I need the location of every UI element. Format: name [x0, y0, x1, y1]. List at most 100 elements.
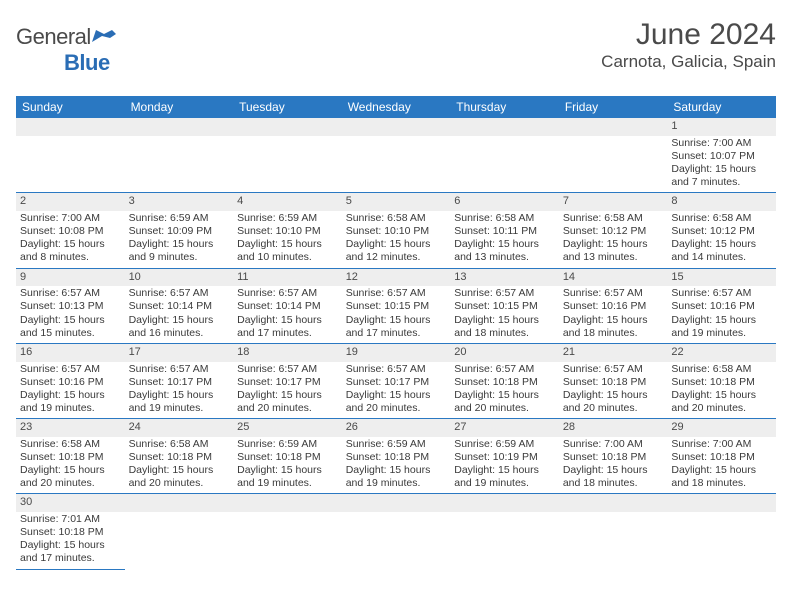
day-cell-data: Sunrise: 6:58 AMSunset: 10:18 PMDaylight… — [16, 437, 125, 494]
sunrise-text: Sunrise: 6:58 AM — [671, 212, 772, 225]
day-cell-num: 13 — [450, 268, 559, 286]
day-data — [125, 512, 234, 529]
day-data: Sunrise: 6:57 AMSunset: 10:15 PMDaylight… — [342, 286, 451, 343]
day-data: Sunrise: 6:59 AMSunset: 10:18 PMDaylight… — [342, 437, 451, 494]
day-cell-data: Sunrise: 6:57 AMSunset: 10:18 PMDaylight… — [559, 362, 668, 419]
day-cell-data: Sunrise: 6:57 AMSunset: 10:13 PMDaylight… — [16, 286, 125, 343]
sunset-text: Sunset: 10:18 PM — [346, 451, 447, 464]
daylight-text: Daylight: 15 hours and 14 minutes. — [671, 238, 772, 264]
day-data: Sunrise: 7:00 AMSunset: 10:18 PMDaylight… — [559, 437, 668, 494]
day-header: Sunday — [16, 96, 125, 118]
sunset-text: Sunset: 10:15 PM — [346, 300, 447, 313]
day-header-row: Sunday Monday Tuesday Wednesday Thursday… — [16, 96, 776, 118]
day-number: 2 — [16, 193, 125, 211]
day-data: Sunrise: 6:57 AMSunset: 10:16 PMDaylight… — [667, 286, 776, 343]
sunrise-text: Sunrise: 7:00 AM — [671, 137, 772, 150]
sunrise-text: Sunrise: 6:59 AM — [346, 438, 447, 451]
day-header: Saturday — [667, 96, 776, 118]
sunset-text: Sunset: 10:15 PM — [454, 300, 555, 313]
sunset-text: Sunset: 10:09 PM — [129, 225, 230, 238]
daylight-text: Daylight: 15 hours and 19 minutes. — [20, 389, 121, 415]
day-cell-data — [667, 512, 776, 569]
day-cell-data: Sunrise: 6:57 AMSunset: 10:16 PMDaylight… — [16, 362, 125, 419]
day-data — [559, 136, 668, 153]
daylight-text: Daylight: 15 hours and 19 minutes. — [346, 464, 447, 490]
week-daynum-row: 9101112131415 — [16, 268, 776, 286]
sunset-text: Sunset: 10:12 PM — [563, 225, 664, 238]
sunset-text: Sunset: 10:18 PM — [129, 451, 230, 464]
day-number — [233, 118, 342, 136]
day-number: 12 — [342, 269, 451, 287]
sunset-text: Sunset: 10:14 PM — [237, 300, 338, 313]
day-cell-num: 30 — [16, 494, 125, 512]
day-cell-num — [233, 118, 342, 136]
day-number: 5 — [342, 193, 451, 211]
sunrise-text: Sunrise: 6:59 AM — [237, 438, 338, 451]
day-number: 17 — [125, 344, 234, 362]
sunrise-text: Sunrise: 6:57 AM — [671, 287, 772, 300]
day-data — [450, 136, 559, 153]
location: Carnota, Galicia, Spain — [601, 52, 776, 72]
sunset-text: Sunset: 10:07 PM — [671, 150, 772, 163]
day-cell-data: Sunrise: 6:58 AMSunset: 10:11 PMDaylight… — [450, 211, 559, 268]
sunrise-text: Sunrise: 6:57 AM — [563, 287, 664, 300]
day-data: Sunrise: 7:00 AMSunset: 10:18 PMDaylight… — [667, 437, 776, 494]
day-number — [342, 118, 451, 136]
day-cell-data — [125, 512, 234, 569]
day-cell-data: Sunrise: 7:00 AMSunset: 10:08 PMDaylight… — [16, 211, 125, 268]
day-data: Sunrise: 6:58 AMSunset: 10:12 PMDaylight… — [559, 211, 668, 268]
logo-text-blue: Blue — [64, 50, 110, 75]
day-data — [667, 512, 776, 529]
sunset-text: Sunset: 10:08 PM — [20, 225, 121, 238]
sunset-text: Sunset: 10:17 PM — [237, 376, 338, 389]
daylight-text: Daylight: 15 hours and 18 minutes. — [563, 464, 664, 490]
day-cell-num — [125, 494, 234, 512]
day-cell-num: 25 — [233, 419, 342, 437]
week-data-row: Sunrise: 6:58 AMSunset: 10:18 PMDaylight… — [16, 437, 776, 494]
day-number: 9 — [16, 269, 125, 287]
daylight-text: Daylight: 15 hours and 18 minutes. — [454, 314, 555, 340]
day-cell-num — [450, 494, 559, 512]
day-data: Sunrise: 6:57 AMSunset: 10:17 PMDaylight… — [342, 362, 451, 419]
day-cell-num — [559, 118, 668, 136]
day-cell-data: Sunrise: 6:57 AMSunset: 10:17 PMDaylight… — [125, 362, 234, 419]
sunset-text: Sunset: 10:12 PM — [671, 225, 772, 238]
day-number: 3 — [125, 193, 234, 211]
day-data — [450, 512, 559, 529]
day-number: 18 — [233, 344, 342, 362]
day-cell-num: 2 — [16, 193, 125, 211]
sunset-text: Sunset: 10:16 PM — [671, 300, 772, 313]
day-cell-data: Sunrise: 7:00 AMSunset: 10:18 PMDaylight… — [667, 437, 776, 494]
day-number: 29 — [667, 419, 776, 437]
week-daynum-row: 2345678 — [16, 193, 776, 211]
sunset-text: Sunset: 10:10 PM — [346, 225, 447, 238]
sunset-text: Sunset: 10:18 PM — [20, 451, 121, 464]
daylight-text: Daylight: 15 hours and 20 minutes. — [454, 389, 555, 415]
day-cell-data: Sunrise: 6:57 AMSunset: 10:15 PMDaylight… — [342, 286, 451, 343]
day-cell-num — [450, 118, 559, 136]
sunrise-text: Sunrise: 6:57 AM — [237, 363, 338, 376]
sunrise-text: Sunrise: 6:57 AM — [346, 363, 447, 376]
daylight-text: Daylight: 15 hours and 18 minutes. — [563, 314, 664, 340]
day-cell-data: Sunrise: 6:59 AMSunset: 10:09 PMDaylight… — [125, 211, 234, 268]
sunrise-text: Sunrise: 6:57 AM — [20, 287, 121, 300]
day-cell-data: Sunrise: 7:00 AMSunset: 10:18 PMDaylight… — [559, 437, 668, 494]
day-cell-num: 28 — [559, 419, 668, 437]
daylight-text: Daylight: 15 hours and 9 minutes. — [129, 238, 230, 264]
sunset-text: Sunset: 10:10 PM — [237, 225, 338, 238]
day-number: 7 — [559, 193, 668, 211]
day-cell-num — [16, 118, 125, 136]
day-cell-num: 22 — [667, 343, 776, 361]
day-data: Sunrise: 6:57 AMSunset: 10:13 PMDaylight… — [16, 286, 125, 343]
sunrise-text: Sunrise: 6:57 AM — [454, 287, 555, 300]
day-header: Tuesday — [233, 96, 342, 118]
daylight-text: Daylight: 15 hours and 10 minutes. — [237, 238, 338, 264]
day-cell-num: 15 — [667, 268, 776, 286]
sunrise-text: Sunrise: 6:57 AM — [129, 287, 230, 300]
day-cell-data: Sunrise: 6:57 AMSunset: 10:14 PMDaylight… — [125, 286, 234, 343]
sunrise-text: Sunrise: 6:58 AM — [563, 212, 664, 225]
day-number: 24 — [125, 419, 234, 437]
day-number: 10 — [125, 269, 234, 287]
day-header: Monday — [125, 96, 234, 118]
day-cell-data — [16, 136, 125, 193]
